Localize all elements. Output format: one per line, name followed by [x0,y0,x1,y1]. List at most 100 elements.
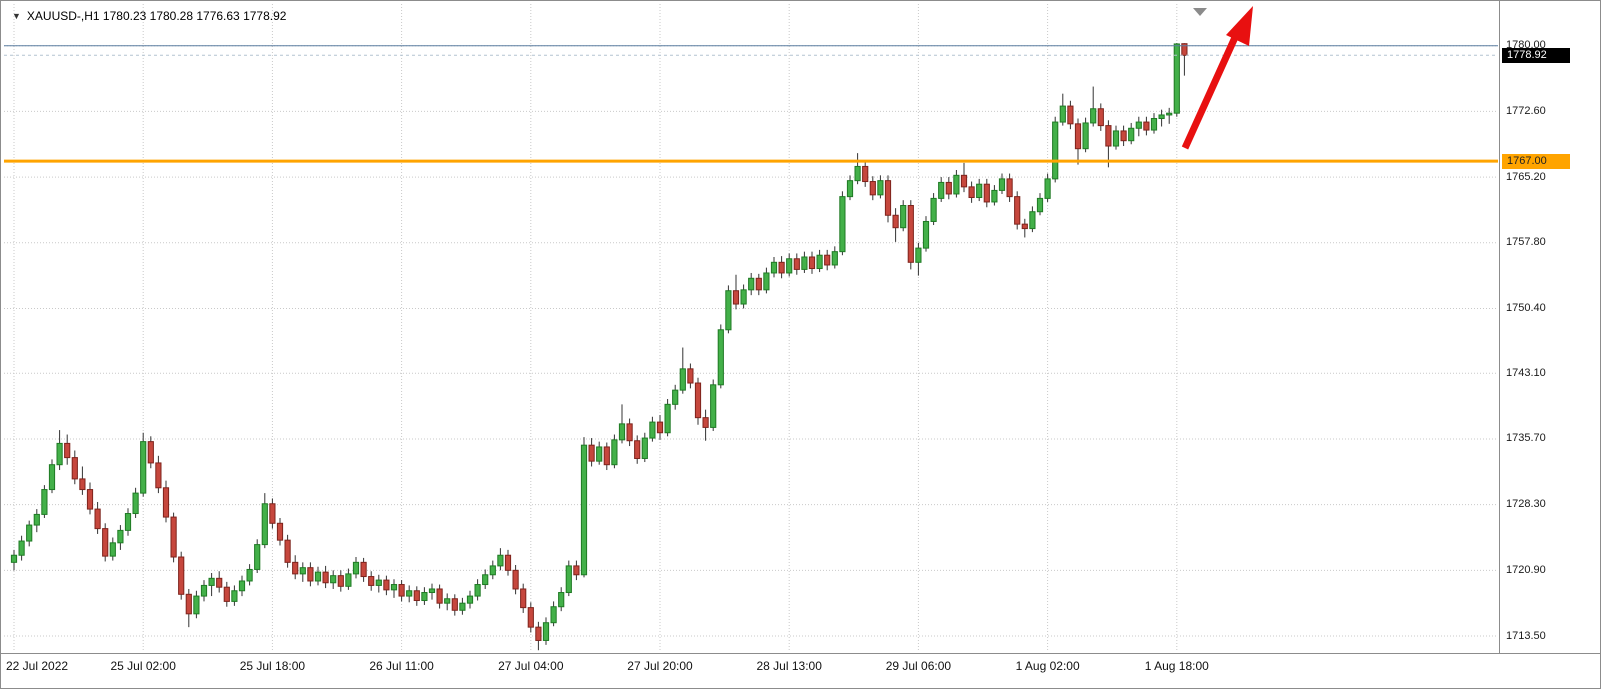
price-axis-label: 1713.50 [1506,629,1546,642]
candle-down [732,290,740,305]
candle-down [694,382,702,419]
candle-up [611,439,618,466]
candle-down [512,569,519,590]
candle-down [102,528,109,557]
candle-up [406,590,413,597]
candle-down [64,442,71,459]
candle-up [489,565,496,576]
candle-up [352,561,360,575]
symbol-dropdown-icon[interactable]: ▼ [12,10,21,21]
candle-down [656,421,664,434]
candle-down [284,539,291,563]
candle-down [869,181,876,196]
candle-up [854,165,861,182]
price-axis-label: 1772.60 [1506,104,1546,117]
candle-down [1021,223,1028,230]
candle-up [672,389,679,405]
arrow-shaft [1181,31,1241,150]
candle-down [155,462,162,489]
candle-down [178,556,185,595]
arrow-head-icon [1226,6,1253,46]
candle-up [200,584,208,597]
candle-down [1014,196,1021,225]
candle-up [1135,121,1142,129]
candle-up [345,573,352,587]
candle-down [702,417,709,428]
candle-up [238,580,246,592]
candle-up [1173,43,1180,114]
candle-up [140,441,147,494]
candle-up [641,437,648,459]
candle-down [892,214,899,229]
candle-up [1158,114,1165,120]
candle-down [223,586,230,602]
candle-down [573,565,580,576]
candle-up [132,492,139,515]
chart-shift-marker-icon[interactable] [1193,8,1207,16]
candle-up [725,290,732,331]
candle-up [938,181,945,199]
candle-up [497,554,504,567]
candlestick-series [10,43,1188,651]
price-axis-separator [1499,1,1500,654]
candle-up [246,568,253,582]
candle-up [10,554,18,563]
price-axis-label: 1728.30 [1506,498,1546,511]
candle-up [786,258,793,274]
candle-up [953,174,960,195]
candle-up [33,513,40,526]
candle-down [1143,121,1150,131]
candle-up [56,442,63,466]
candle-down [983,183,990,203]
chart-plot-area[interactable]: ▼ XAUUSD-,H1 1780.23 1780.28 1776.63 177… [4,4,1498,652]
candle-up [649,421,656,439]
candle-down [535,626,542,641]
candle-up [763,272,770,291]
grid-lines [4,4,1498,652]
candle-down [1181,43,1188,56]
candle-up [1166,112,1173,116]
candle-up [261,503,268,546]
candle-up [421,592,428,602]
candle-up [740,289,747,305]
price-axis-label: 1757.80 [1506,236,1546,249]
candle-down [626,423,633,442]
candle-down [307,567,314,582]
candlestick-chart[interactable] [4,4,1498,652]
time-axis[interactable]: 22 Jul 2022 25 Jul 02:00 25 Jul 18:00 26 Ju… [4,657,1498,685]
candle-up [1059,105,1066,123]
support-line-price-badge: 1767.00 [1502,153,1570,169]
time-axis-label: 25 Jul 18:00 [239,659,306,673]
candle-up [444,598,451,604]
candle-up [1090,108,1097,124]
candle-down [907,205,914,263]
candle-down [398,584,405,597]
candle-up [1052,121,1059,180]
trend-arrow-annotation[interactable] [1181,6,1253,150]
candle-up [801,256,808,270]
candle-up [1150,118,1158,131]
candle-up [664,403,671,434]
candle-down [322,571,329,584]
price-axis[interactable]: 1780.00 1772.60 1765.20 1757.80 1750.40 1743.… [1501,4,1600,652]
candle-up [124,513,132,531]
candle-up [109,542,116,557]
candle-up [231,590,238,602]
candle-up [466,595,474,604]
candle-up [915,247,922,263]
time-axis-label: 25 Jul 02:00 [110,659,176,673]
candle-down [1097,108,1104,127]
candle-up [428,588,436,594]
candle-up [748,277,755,291]
candle-up [976,183,983,199]
candle-down [185,593,192,615]
time-axis-label: 29 Jul 06:00 [885,659,952,673]
time-axis-separator [1,653,1600,654]
time-axis-label: 1 Aug 18:00 [1144,659,1209,673]
price-axis-label: 1720.90 [1506,563,1546,576]
candle-up [930,197,937,222]
candle-down [778,261,785,274]
candle-up [816,254,823,270]
candle-up [208,577,215,586]
candle-up [390,584,398,591]
